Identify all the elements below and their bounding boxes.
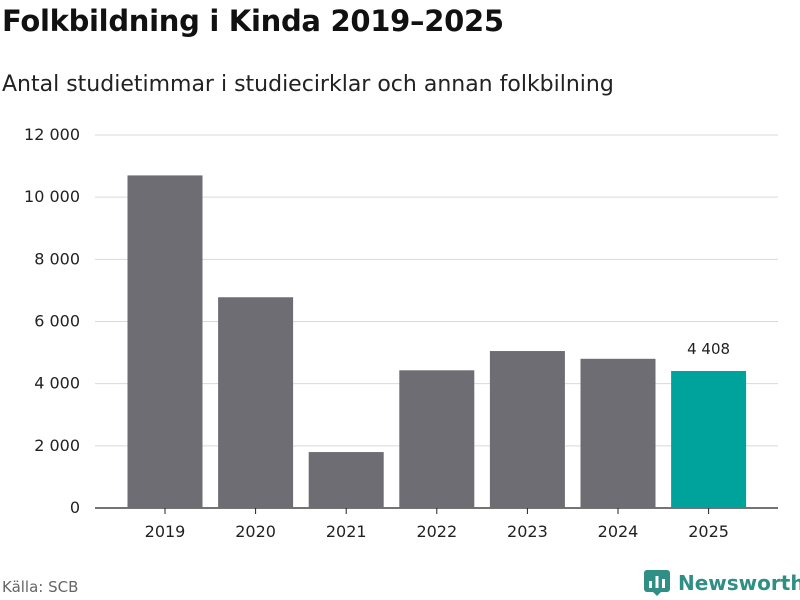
y-tick-label: 8 000 [34,249,80,268]
bar-2020 [218,297,294,508]
y-tick-label: 6 000 [34,312,80,331]
x-axis-ticks: 2019 2020 2021 2022 2023 2024 2025 [145,508,729,541]
y-tick-label: 10 000 [24,187,80,206]
y-tick-label: 0 [70,498,80,517]
bar-2024 [580,358,656,508]
x-tick-label: 2022 [416,522,457,541]
brand[interactable]: Newsworthy [644,570,800,596]
x-tick-label: 2025 [688,522,729,541]
bar-2025 [671,370,747,508]
x-tick-label: 2023 [507,522,548,541]
source-note: Källa: SCB [2,578,79,596]
y-tick-label: 2 000 [34,436,80,455]
chart-subtitle: Antal studietimmar i studiecirklar och a… [2,72,614,97]
y-tick-label: 12 000 [24,125,80,144]
brand-name: Newsworthy [678,571,800,595]
x-tick-label: 2019 [145,522,186,541]
bar-2021 [308,452,384,508]
bar-2023 [489,351,565,508]
x-tick-label: 2020 [235,522,276,541]
bar-2019 [127,175,203,509]
newsworthy-logo-icon [644,570,670,596]
chart-title: Folkbildning i Kinda 2019–2025 [2,4,504,38]
data-label: 4 408 [687,340,730,358]
y-tick-label: 4 000 [34,374,80,393]
y-axis-ticks: 0 2 000 4 000 6 000 8 000 10 000 12 000 [24,125,80,517]
data-labels: 4 408 [687,340,730,358]
bar-2022 [399,370,475,508]
x-tick-label: 2021 [326,522,367,541]
bars [127,175,747,509]
x-tick-label: 2024 [598,522,639,541]
